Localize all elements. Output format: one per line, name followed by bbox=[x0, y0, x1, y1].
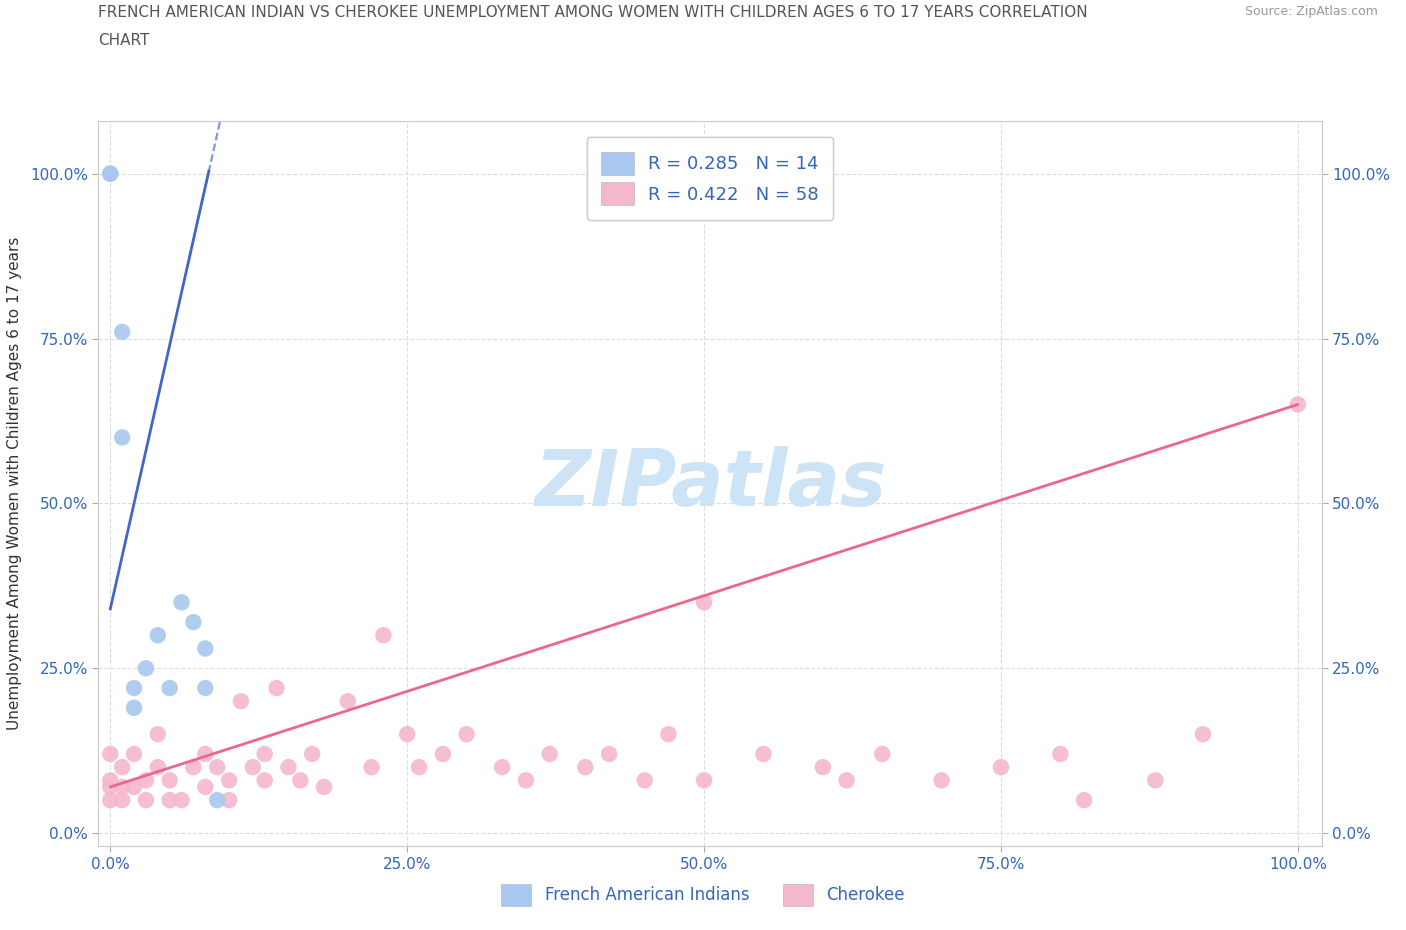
Point bbox=[146, 726, 169, 741]
Point bbox=[491, 760, 513, 775]
Point bbox=[253, 773, 276, 788]
Point bbox=[205, 792, 228, 807]
Point bbox=[456, 726, 478, 741]
Point bbox=[194, 747, 217, 762]
Point bbox=[170, 595, 193, 610]
Point bbox=[98, 166, 121, 181]
Point bbox=[752, 747, 775, 762]
Point bbox=[990, 760, 1012, 775]
Point bbox=[657, 726, 679, 741]
Point bbox=[135, 661, 157, 676]
Point bbox=[111, 760, 134, 775]
Point bbox=[693, 595, 716, 610]
Text: Source: ZipAtlas.com: Source: ZipAtlas.com bbox=[1244, 5, 1378, 18]
Point bbox=[242, 760, 264, 775]
Point bbox=[1286, 397, 1309, 412]
Point bbox=[122, 747, 145, 762]
Text: CHART: CHART bbox=[98, 33, 150, 47]
Point bbox=[183, 760, 205, 775]
Point bbox=[122, 681, 145, 696]
Point bbox=[290, 773, 312, 788]
Point bbox=[229, 694, 252, 709]
Point bbox=[111, 792, 134, 807]
Point bbox=[1073, 792, 1095, 807]
Point bbox=[312, 779, 335, 794]
Point bbox=[98, 747, 121, 762]
Point bbox=[432, 747, 454, 762]
Point bbox=[146, 628, 169, 643]
Point bbox=[111, 779, 134, 794]
Point bbox=[111, 430, 134, 445]
Point bbox=[135, 792, 157, 807]
Point bbox=[146, 760, 169, 775]
Point bbox=[218, 792, 240, 807]
Point bbox=[170, 792, 193, 807]
Point bbox=[98, 779, 121, 794]
Point bbox=[301, 747, 323, 762]
Point bbox=[931, 773, 953, 788]
Point bbox=[574, 760, 596, 775]
Point bbox=[122, 779, 145, 794]
Point bbox=[598, 747, 620, 762]
Point bbox=[1144, 773, 1167, 788]
Point bbox=[98, 166, 121, 181]
Point bbox=[98, 773, 121, 788]
Point bbox=[373, 628, 395, 643]
Point bbox=[408, 760, 430, 775]
Point bbox=[135, 773, 157, 788]
Point bbox=[122, 700, 145, 715]
Point bbox=[194, 641, 217, 656]
Point bbox=[253, 747, 276, 762]
Text: ZIPatlas: ZIPatlas bbox=[534, 445, 886, 522]
Point bbox=[98, 792, 121, 807]
Point bbox=[634, 773, 657, 788]
Point bbox=[183, 615, 205, 630]
Text: FRENCH AMERICAN INDIAN VS CHEROKEE UNEMPLOYMENT AMONG WOMEN WITH CHILDREN AGES 6: FRENCH AMERICAN INDIAN VS CHEROKEE UNEMP… bbox=[98, 5, 1088, 20]
Point bbox=[515, 773, 537, 788]
Point bbox=[396, 726, 419, 741]
Point bbox=[835, 773, 858, 788]
Point bbox=[194, 681, 217, 696]
Point bbox=[538, 747, 561, 762]
Point bbox=[360, 760, 382, 775]
Point bbox=[1049, 747, 1071, 762]
Point bbox=[159, 792, 181, 807]
Legend: R = 0.285   N = 14, R = 0.422   N = 58: R = 0.285 N = 14, R = 0.422 N = 58 bbox=[586, 138, 834, 219]
Point bbox=[218, 773, 240, 788]
Legend: French American Indians, Cherokee: French American Indians, Cherokee bbox=[495, 878, 911, 912]
Point bbox=[336, 694, 359, 709]
Point bbox=[277, 760, 299, 775]
Point bbox=[266, 681, 288, 696]
Point bbox=[693, 773, 716, 788]
Point bbox=[159, 773, 181, 788]
Point bbox=[205, 760, 228, 775]
Point bbox=[870, 747, 893, 762]
Point bbox=[111, 325, 134, 339]
Point bbox=[159, 681, 181, 696]
Point bbox=[1192, 726, 1215, 741]
Point bbox=[194, 779, 217, 794]
Y-axis label: Unemployment Among Women with Children Ages 6 to 17 years: Unemployment Among Women with Children A… bbox=[7, 237, 21, 730]
Point bbox=[811, 760, 834, 775]
